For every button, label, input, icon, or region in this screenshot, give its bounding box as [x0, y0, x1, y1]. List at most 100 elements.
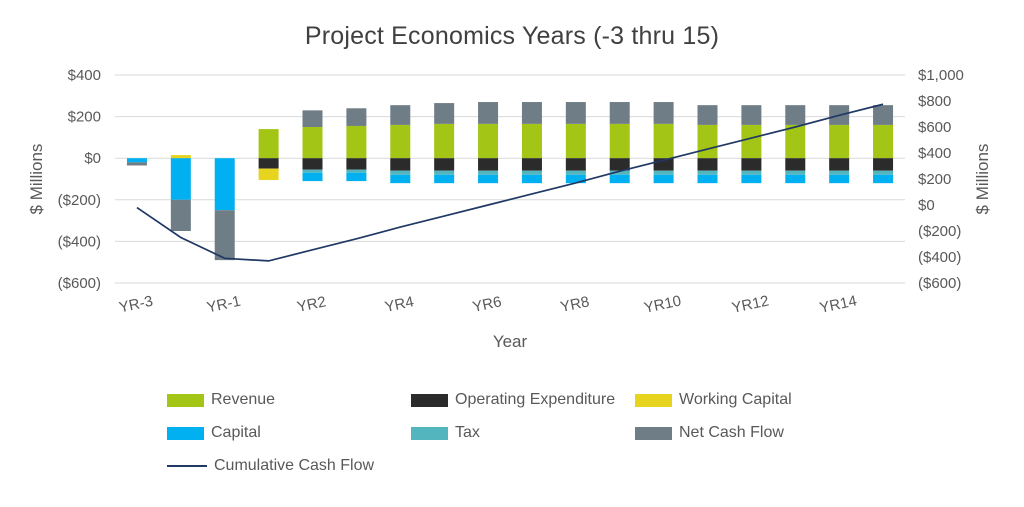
bar-segment-tax	[873, 170, 894, 175]
bar-segment-net-cash-flow	[565, 102, 586, 124]
bar-segment-net-cash-flow	[653, 102, 674, 124]
bar-segment-tax	[785, 170, 806, 175]
legend-item-cumulative-cash-flow: Cumulative Cash Flow	[167, 457, 411, 475]
bar-segment-capital	[829, 174, 850, 184]
bar-segment-operating-expenditure	[346, 158, 367, 170]
legend-item-net-cash-flow: Net Cash Flow	[635, 424, 885, 442]
bar-segment-net-cash-flow	[521, 102, 542, 124]
bar-segment-revenue	[346, 125, 367, 159]
bar-segment-net-cash-flow	[697, 105, 718, 125]
legend-swatch-net-cash-flow	[635, 426, 672, 440]
bar-segment-operating-expenditure	[302, 158, 323, 170]
bar-segment-revenue	[697, 124, 718, 159]
bar-segment-revenue	[829, 124, 850, 159]
bar-segment-capital	[785, 174, 806, 184]
bar-segment-tax	[521, 170, 542, 175]
x-axis-tick: YR2	[296, 293, 328, 316]
bar-segment-tax	[653, 170, 674, 175]
bar-segment-operating-expenditure	[697, 158, 718, 171]
bar-segment-net-cash-flow	[609, 102, 630, 124]
right-axis-tick: $800	[918, 93, 951, 110]
bar-segment-net-cash-flow	[346, 108, 367, 126]
bar-segment-capital	[214, 158, 235, 211]
bar-segment-revenue	[609, 123, 630, 159]
left-axis-tick: $400	[68, 67, 101, 84]
bar-segment-net-cash-flow	[478, 102, 499, 124]
legend-label-working-capital: Working Capital	[679, 391, 792, 408]
legend-swatch-capital	[167, 426, 204, 440]
legend-swatch-working-capital	[635, 393, 672, 407]
left-axis-tick: $200	[68, 109, 101, 126]
x-axis-tick: YR-1	[205, 293, 242, 317]
right-axis-tick: $1,000	[918, 67, 964, 84]
bar-segment-operating-expenditure	[873, 158, 894, 171]
bar-segment-tax	[697, 170, 718, 175]
legend-item-operating-expenditure: Operating Expenditure	[411, 391, 635, 409]
bar-segment-operating-expenditure	[521, 158, 542, 171]
bar-segment-revenue	[390, 124, 411, 159]
bar-segment-tax	[478, 170, 499, 175]
bar-segment-operating-expenditure	[434, 158, 455, 171]
bar-segment-net-cash-flow	[214, 210, 235, 261]
right-axis-tick: $200	[918, 171, 951, 188]
bar-segment-working-capital	[170, 155, 191, 159]
right-axis-tick: ($200)	[918, 223, 961, 240]
bar-segment-operating-expenditure	[478, 158, 499, 171]
bar-segment-capital	[741, 174, 762, 184]
bar-segment-net-cash-flow	[390, 105, 411, 125]
right-axis-tick: $400	[918, 145, 951, 162]
bar-segment-revenue	[521, 123, 542, 159]
bar-segment-working-capital	[258, 168, 279, 181]
legend-swatch-revenue	[167, 393, 204, 407]
legend-item-capital: Capital	[167, 424, 411, 442]
bar-segment-net-cash-flow	[785, 105, 806, 125]
bar-segment-revenue	[785, 124, 806, 159]
x-axis-tick: YR-3	[118, 293, 155, 317]
x-axis-tick: YR4	[383, 293, 415, 316]
left-axis-tick: ($600)	[58, 275, 101, 292]
bar-segment-tax	[565, 170, 586, 175]
legend-label-capital: Capital	[211, 424, 261, 441]
right-axis-title: $ Millions	[973, 144, 992, 215]
bar-segment-net-cash-flow	[741, 105, 762, 125]
legend-label-operating-expenditure: Operating Expenditure	[455, 391, 616, 408]
bar-segment-revenue	[653, 123, 674, 159]
bar-segment-capital	[390, 174, 411, 184]
cumulative-cash-flow-line	[136, 103, 884, 262]
bar-segment-capital	[565, 174, 586, 184]
x-axis-title: Year	[493, 332, 528, 351]
bar-segment-capital	[521, 174, 542, 184]
bar-segment-net-cash-flow	[170, 199, 191, 231]
bar-segment-capital	[697, 174, 718, 184]
bar-segment-capital	[302, 172, 323, 182]
legend-swatch-tax	[411, 426, 448, 440]
legend-label-tax: Tax	[455, 424, 480, 441]
bar-segment-revenue	[434, 123, 455, 159]
legend-swatch-cumulative-cash-flow	[167, 465, 207, 467]
bar-segment-tax	[390, 170, 411, 175]
bar-segment-operating-expenditure	[785, 158, 806, 171]
bar-segment-tax	[609, 170, 630, 175]
bar-segment-net-cash-flow	[302, 110, 323, 127]
legend-label-net-cash-flow: Net Cash Flow	[679, 424, 784, 441]
bar-segment-capital	[478, 174, 499, 184]
left-axis-title: $ Millions	[27, 144, 46, 215]
bar-segment-operating-expenditure	[741, 158, 762, 171]
right-axis-tick: $0	[918, 197, 935, 214]
bar-segment-tax	[741, 170, 762, 175]
right-axis-tick: $600	[918, 119, 951, 136]
bar-segment-revenue	[565, 123, 586, 159]
bar-segment-capital	[609, 174, 630, 184]
x-axis-tick: YR14	[818, 292, 858, 316]
x-axis-tick: YR12	[730, 292, 770, 316]
bar-segment-net-cash-flow	[126, 162, 147, 166]
right-axis-tick: ($400)	[918, 249, 961, 266]
bar-segment-net-cash-flow	[434, 103, 455, 124]
legend-item-working-capital: Working Capital	[635, 391, 885, 409]
bar-segment-tax	[346, 169, 367, 173]
bar-segment-operating-expenditure	[390, 158, 411, 171]
bar-segment-tax	[829, 170, 850, 175]
left-axis-tick: $0	[84, 150, 101, 167]
bar-segment-revenue	[302, 127, 323, 159]
